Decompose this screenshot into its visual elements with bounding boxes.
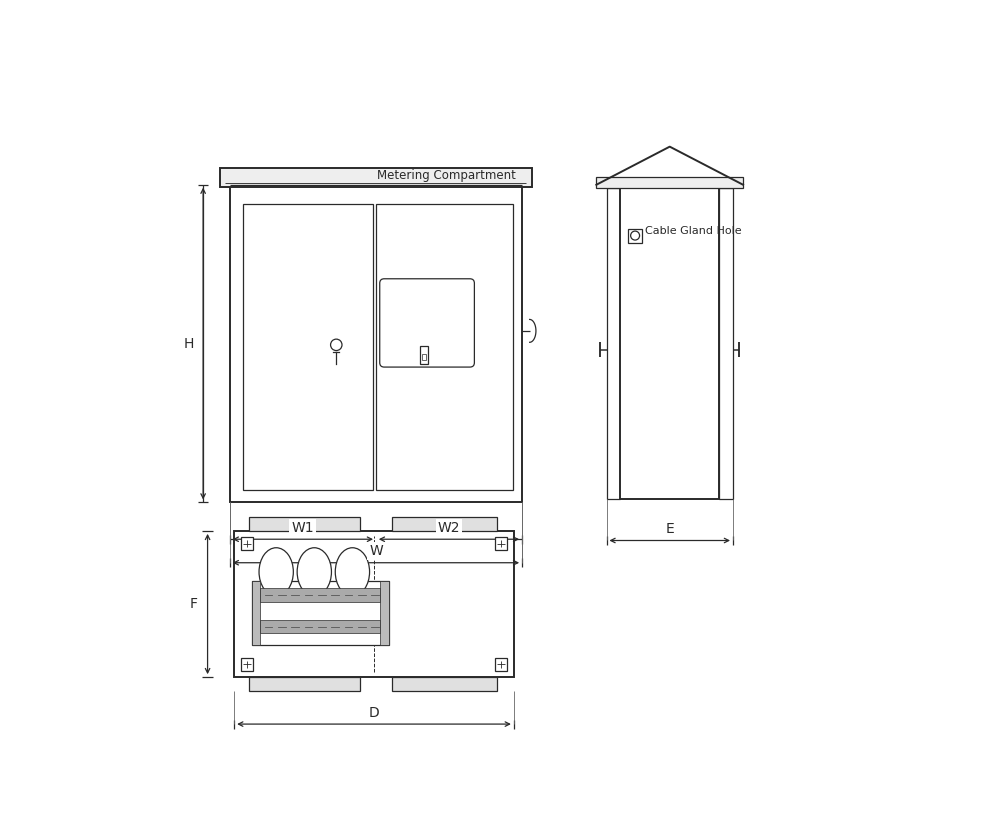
Ellipse shape — [297, 548, 331, 596]
Ellipse shape — [259, 548, 293, 596]
Bar — [620, 188, 719, 499]
Bar — [376, 204, 512, 490]
Bar — [596, 177, 743, 188]
Bar — [243, 204, 373, 490]
Bar — [234, 531, 514, 677]
Bar — [420, 346, 428, 364]
Bar — [252, 582, 260, 645]
Text: W2: W2 — [438, 521, 460, 535]
FancyBboxPatch shape — [380, 279, 474, 367]
Text: E: E — [665, 522, 674, 536]
Bar — [392, 517, 497, 531]
Bar — [380, 582, 389, 645]
Text: D: D — [369, 705, 379, 719]
Bar — [241, 537, 253, 550]
Bar — [260, 587, 380, 601]
Bar — [252, 582, 389, 645]
Bar — [719, 188, 733, 499]
Text: H: H — [184, 337, 194, 351]
Text: W1: W1 — [292, 521, 314, 535]
Bar — [249, 677, 360, 691]
Bar — [628, 229, 642, 243]
Bar — [607, 188, 620, 499]
Bar — [241, 658, 253, 671]
Bar — [220, 167, 532, 186]
Bar — [495, 658, 507, 671]
Bar — [249, 517, 360, 531]
Text: Metering Compartment: Metering Compartment — [377, 168, 516, 182]
Bar — [392, 677, 497, 691]
Text: F: F — [190, 597, 198, 611]
Bar — [260, 620, 380, 634]
Ellipse shape — [335, 548, 370, 596]
Bar — [495, 537, 507, 550]
Text: Cable Gland Hole: Cable Gland Hole — [645, 226, 742, 237]
Bar — [230, 185, 522, 502]
Text: W: W — [369, 544, 383, 559]
Bar — [422, 354, 426, 361]
